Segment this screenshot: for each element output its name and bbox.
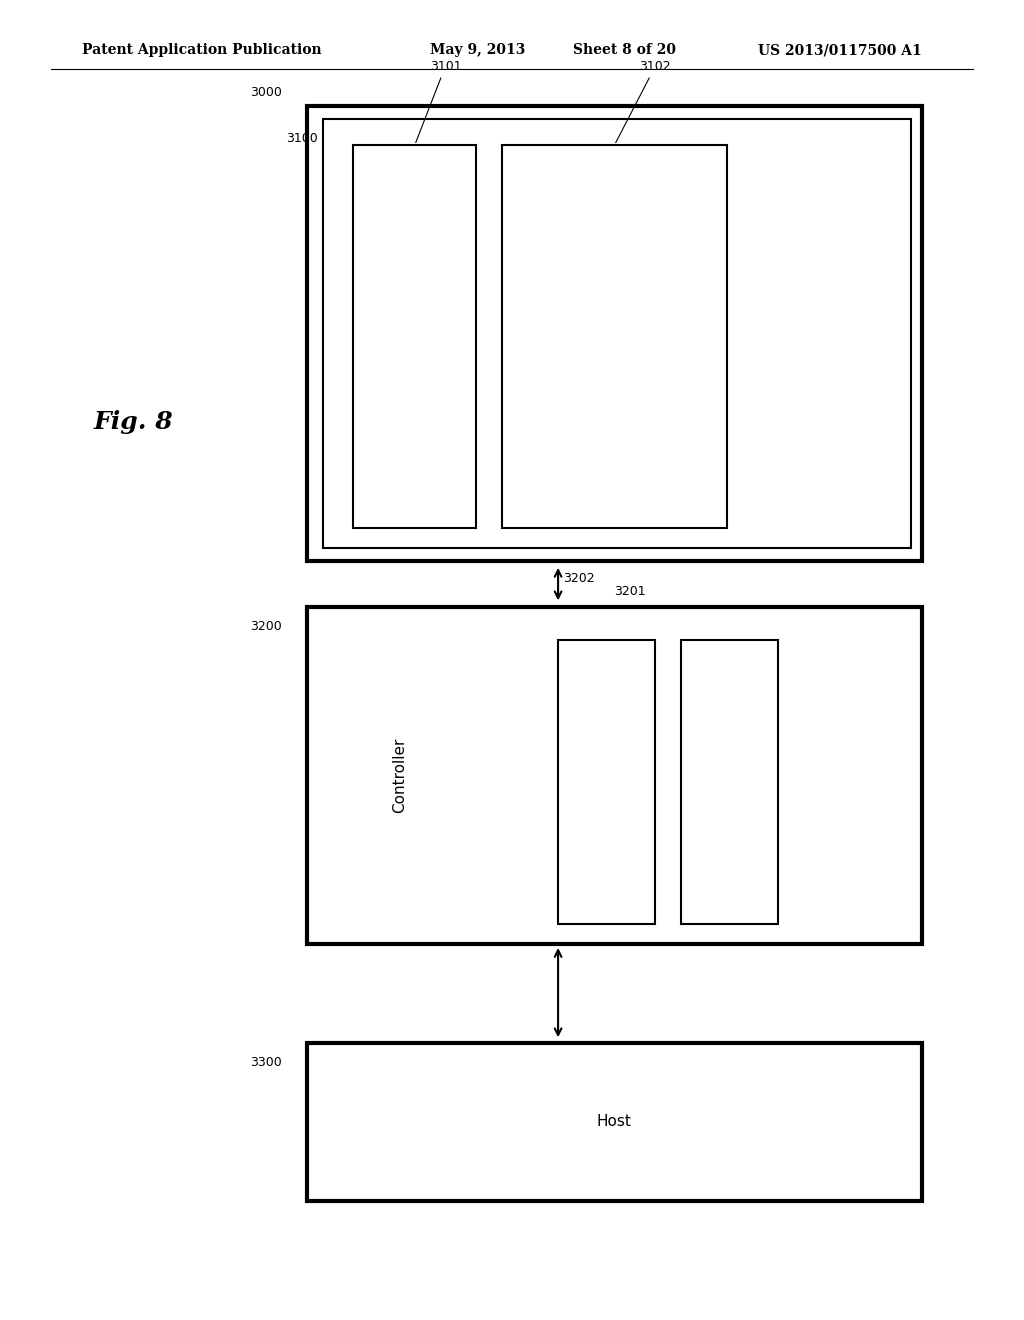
Text: 3200: 3200 — [250, 620, 282, 634]
Text: US 2013/0117500 A1: US 2013/0117500 A1 — [758, 44, 922, 57]
Text: 3102: 3102 — [615, 59, 671, 143]
FancyBboxPatch shape — [558, 640, 655, 924]
FancyBboxPatch shape — [307, 106, 922, 561]
Text: Second Region: Second Region — [607, 280, 622, 393]
Text: 3201: 3201 — [614, 585, 646, 598]
Text: Patent Application Publication: Patent Application Publication — [82, 44, 322, 57]
FancyBboxPatch shape — [353, 145, 476, 528]
Text: Controller: Controller — [392, 738, 407, 813]
Text: ECC: ECC — [599, 767, 614, 797]
Text: 3100: 3100 — [286, 132, 317, 145]
FancyBboxPatch shape — [307, 1043, 922, 1201]
Text: 3000: 3000 — [250, 86, 282, 99]
FancyBboxPatch shape — [307, 607, 922, 944]
Text: Buffer: Buffer — [722, 759, 737, 805]
FancyBboxPatch shape — [502, 145, 727, 528]
Text: Fig. 8: Fig. 8 — [93, 411, 173, 434]
FancyBboxPatch shape — [323, 119, 911, 548]
Text: 3202: 3202 — [563, 572, 595, 585]
FancyBboxPatch shape — [681, 640, 778, 924]
Text: 3300: 3300 — [250, 1056, 282, 1069]
Text: May 9, 2013: May 9, 2013 — [430, 44, 525, 57]
Text: 3101: 3101 — [416, 59, 461, 143]
Text: Sheet 8 of 20: Sheet 8 of 20 — [573, 44, 677, 57]
Text: First Region: First Region — [408, 292, 422, 381]
Text: Host: Host — [597, 1114, 632, 1130]
